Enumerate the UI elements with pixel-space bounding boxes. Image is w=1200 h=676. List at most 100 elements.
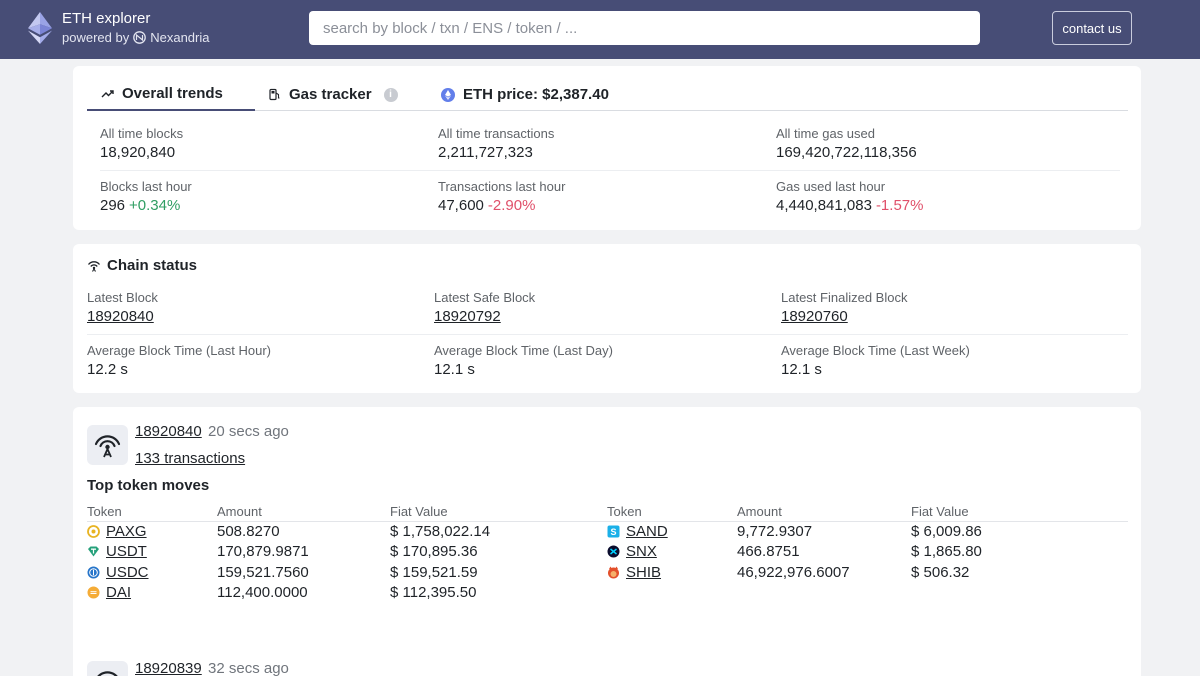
- token-fiat: $ 6,009.86: [911, 523, 982, 540]
- token-fiat: $ 159,521.59: [390, 564, 478, 581]
- finalized-block-label: Latest Finalized Block: [781, 290, 908, 305]
- search-input[interactable]: [309, 11, 980, 45]
- token-amount: 466.8751: [737, 543, 800, 560]
- partner-link[interactable]: Nexandria: [150, 30, 210, 45]
- tab-overall-trends[interactable]: Overall trends: [87, 78, 255, 111]
- powered-by-text: powered by: [62, 30, 130, 45]
- token-fiat: $ 1,758,022.14: [390, 523, 491, 540]
- table-row-dai-token: DAI: [87, 584, 131, 601]
- tx-hour-change: -2.90%: [487, 197, 536, 214]
- col-amount-header: Amount: [217, 504, 262, 519]
- token-fiat: $ 506.32: [911, 564, 970, 581]
- trends-tabs: Overall trends Gas tracker i ETH price: …: [87, 78, 1128, 111]
- gas-hour-change: -1.57%: [875, 197, 924, 214]
- shib-icon: [608, 566, 619, 579]
- table-header-line: [87, 521, 607, 522]
- paxg-icon: [87, 525, 100, 538]
- token-fiat: $ 1,865.80: [911, 543, 982, 560]
- block-transactions-link[interactable]: 133 transactions: [135, 450, 246, 467]
- trend-up-icon: [101, 89, 114, 97]
- token-amount: 159,521.7560: [217, 564, 309, 581]
- brand-subtitle: powered by Nexandria: [62, 30, 209, 45]
- ethereum-logo-icon[interactable]: [28, 12, 52, 44]
- gas-pump-icon: [269, 88, 280, 101]
- broadcast-icon: [87, 260, 101, 272]
- trends-card: Overall trends Gas tracker i ETH price: …: [73, 66, 1141, 230]
- table-row-sand-token: S SAND: [607, 523, 668, 540]
- all-tx-value: 2,211,727,323: [438, 144, 533, 161]
- latest-block-link[interactable]: 18920840: [87, 308, 154, 325]
- token-link[interactable]: PAXG: [106, 523, 147, 540]
- safe-block-label: Latest Safe Block: [434, 290, 536, 305]
- col-fiat-header: Fiat Value: [911, 504, 969, 519]
- brand-title[interactable]: ETH explorer: [62, 10, 151, 27]
- safe-block-link[interactable]: 18920792: [434, 308, 501, 325]
- token-amount: 170,879.9871: [217, 543, 309, 560]
- tab-gas-label: Gas tracker: [289, 86, 372, 103]
- token-amount: 112,400.0000: [217, 584, 308, 601]
- block-card: 18920840 20 secs ago 133 transactions To…: [73, 407, 1141, 676]
- usdc-icon: [87, 566, 100, 579]
- token-amount: 46,922,976.6007: [737, 564, 850, 581]
- gas-hour-value: 4,440,841,083 -1.57%: [776, 197, 923, 214]
- token-link[interactable]: USDT: [106, 543, 147, 560]
- token-link[interactable]: SNX: [626, 543, 657, 560]
- blocks-hour-number: 296: [100, 197, 126, 214]
- tab-gas-tracker[interactable]: Gas tracker i: [269, 78, 398, 111]
- all-tx-label: All time transactions: [438, 126, 555, 141]
- block-age: 20 secs ago: [208, 423, 289, 440]
- snx-icon: [607, 545, 620, 558]
- blocks-hour-change: +0.34%: [129, 197, 181, 214]
- table-row-shib-token: SHIB: [607, 564, 661, 581]
- tx-hour-label: Transactions last hour: [438, 179, 566, 194]
- dai-icon: [87, 586, 100, 599]
- info-icon[interactable]: i: [383, 87, 398, 102]
- table-row-paxg-token: PAXG: [87, 523, 147, 540]
- eth-coin-icon: [441, 87, 455, 102]
- token-link[interactable]: SHIB: [626, 564, 662, 581]
- token-fiat: $ 170,895.36: [390, 543, 478, 560]
- token-link[interactable]: USDC: [106, 564, 149, 581]
- divider: [87, 334, 1128, 335]
- block-number-link[interactable]: 18920840: [135, 423, 202, 440]
- table-row-usdc-token: USDC: [87, 564, 149, 581]
- latest-block-label: Latest Block: [87, 290, 158, 305]
- nexandria-logo-icon: [133, 31, 147, 44]
- chain-status-card: Chain status Latest Block 18920840 Lates…: [73, 244, 1141, 393]
- blocks-hour-value: 296 +0.34%: [100, 197, 180, 214]
- table-header-line: [607, 521, 1128, 522]
- chain-status-title: Chain status: [107, 257, 198, 274]
- top-bar: ETH explorer powered by Nexandria contac…: [0, 0, 1200, 59]
- token-fiat: $ 112,395.50: [390, 584, 477, 601]
- tx-hour-number: 47,600: [438, 197, 484, 214]
- divider: [100, 170, 1120, 171]
- all-gas-label: All time gas used: [776, 126, 875, 141]
- svg-text:S: S: [610, 527, 616, 537]
- token-amount: 508.8270: [217, 523, 280, 540]
- sand-icon: S: [607, 525, 620, 538]
- all-blocks-value: 18,920,840: [100, 144, 176, 161]
- token-amount: 9,772.9307: [737, 523, 813, 540]
- gas-hour-label: Gas used last hour: [776, 179, 886, 194]
- token-link[interactable]: SAND: [626, 523, 668, 540]
- all-gas-value: 169,420,722,118,356: [776, 144, 917, 161]
- tab-overall-label: Overall trends: [122, 85, 223, 102]
- block-number-link[interactable]: 18920839: [135, 660, 202, 676]
- avg-week-label: Average Block Time (Last Week): [781, 343, 970, 358]
- finalized-block-link[interactable]: 18920760: [781, 308, 848, 325]
- avg-day-label: Average Block Time (Last Day): [434, 343, 613, 358]
- avg-hour-label: Average Block Time (Last Hour): [87, 343, 271, 358]
- block-age: 32 secs ago: [208, 660, 289, 676]
- avg-week-value: 12.1 s: [781, 361, 822, 378]
- top-token-moves-title: Top token moves: [87, 477, 210, 494]
- col-amount-header: Amount: [737, 504, 782, 519]
- contact-us-button[interactable]: contact us: [1052, 11, 1132, 45]
- col-token-header: Token: [87, 504, 122, 519]
- block-broadcast-icon: [87, 661, 128, 676]
- col-fiat-header: Fiat Value: [390, 504, 448, 519]
- all-blocks-label: All time blocks: [100, 126, 184, 141]
- tab-eth-price[interactable]: ETH price: $2,387.40: [441, 78, 609, 111]
- table-row-snx-token: SNX: [607, 543, 657, 560]
- tab-price-label: ETH price: $2,387.40: [463, 86, 609, 103]
- token-link[interactable]: DAI: [106, 584, 132, 601]
